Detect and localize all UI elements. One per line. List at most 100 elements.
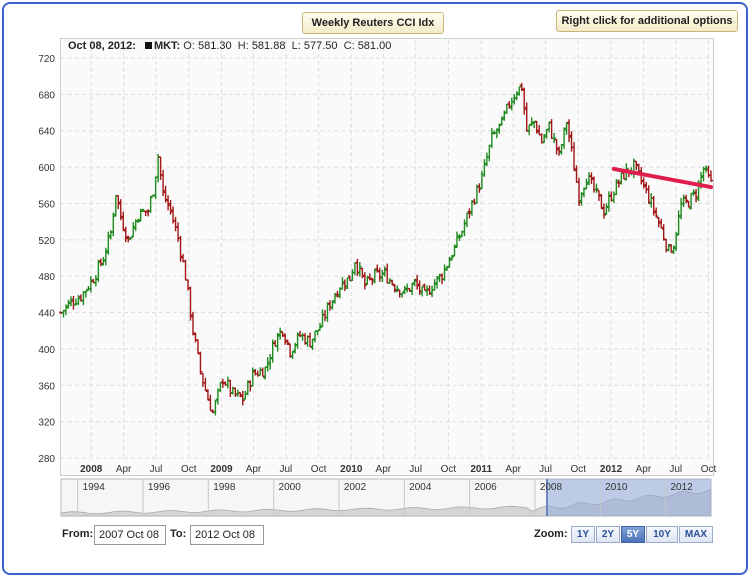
ohlc-bar	[63, 304, 68, 316]
ohlc-bar	[427, 285, 432, 295]
open-value: 581.30	[197, 40, 232, 52]
ohlc-bar	[123, 226, 128, 243]
x-tick-label: Jul	[669, 464, 682, 475]
ohlc-bar	[118, 199, 123, 221]
ohlc-bar	[676, 210, 681, 236]
ohlc-bar	[233, 387, 238, 397]
ohlc-bar	[594, 183, 599, 193]
ohlc-bar	[522, 87, 527, 115]
ohlc-bar	[98, 258, 103, 267]
ohlc-bar	[654, 207, 659, 218]
ohlc-bar	[325, 302, 330, 322]
chart-title-button[interactable]: Weekly Reuters CCI Idx	[302, 12, 444, 34]
ohlc-bar	[474, 184, 479, 204]
ohlc-bar	[534, 120, 539, 134]
ohlc-bar	[367, 273, 372, 281]
y-tick-label: 400	[38, 345, 55, 356]
ohlc-bar	[400, 292, 405, 298]
ohlc-bar	[195, 339, 200, 354]
ohlc-bar	[360, 267, 365, 279]
ohlc-bar	[577, 177, 582, 206]
ohlc-bar	[601, 203, 606, 219]
ohlc-bar	[445, 265, 450, 271]
ohlc-bar	[96, 259, 101, 283]
x-tick-label: 2010	[340, 464, 363, 475]
x-tick-label: Oct	[701, 464, 717, 475]
x-tick-label: Oct	[181, 464, 197, 475]
x-tick-label: Jul	[539, 464, 552, 475]
ohlc-bar	[572, 142, 577, 172]
zoom-10y-button[interactable]: 10Y	[646, 526, 678, 543]
zoom-2y-button[interactable]: 2Y	[596, 526, 620, 543]
ohlc-bar	[552, 132, 557, 144]
ohlc-bar	[449, 254, 454, 261]
x-tick-label: 2008	[80, 464, 103, 475]
ohlc-bar	[422, 283, 427, 291]
ohlc-bar	[567, 119, 572, 143]
ohlc-bar	[584, 178, 589, 190]
ohlc-bar	[616, 179, 621, 188]
ohlc-bar	[557, 146, 562, 156]
ohlc-bar	[362, 272, 367, 290]
ohlc-bar	[596, 189, 601, 201]
plot-area[interactable]	[60, 38, 714, 476]
x-tick-label: Oct	[571, 464, 587, 475]
ohlc-bar	[512, 93, 517, 105]
navigator-year-label: 1996	[148, 482, 171, 493]
close-value: 581.00	[357, 40, 392, 52]
ohlc-bar	[562, 127, 567, 149]
y-tick-label: 360	[38, 381, 55, 392]
ohlc-bar	[163, 185, 168, 203]
y-tick-label: 320	[38, 418, 55, 429]
ohlc-bar	[213, 399, 218, 416]
ohlc-bar	[659, 218, 664, 229]
ohlc-bar	[390, 279, 395, 286]
ohlc-bar	[308, 332, 313, 348]
ohlc-bar	[136, 218, 141, 223]
ohlc-bar	[704, 165, 709, 173]
ohlc-bar	[417, 280, 422, 295]
ohlc-bar	[694, 189, 699, 203]
to-label: To:	[170, 528, 187, 540]
ohlc-bar	[111, 212, 116, 237]
ohlc-bar	[151, 194, 156, 197]
ohlc-bar	[372, 268, 377, 284]
ohlc-bar	[205, 389, 210, 401]
ohlc-bar	[335, 290, 340, 298]
ohlc-bar	[121, 211, 126, 231]
navigator-year-label: 2004	[409, 482, 432, 493]
x-tick-label: Oct	[311, 464, 327, 475]
ohlc-bar	[666, 244, 671, 252]
ohlc-bar	[464, 212, 469, 228]
zoom-5y-button[interactable]: 5Y	[621, 526, 645, 543]
x-tick-label: Apr	[636, 464, 652, 475]
zoom-label: Zoom:	[534, 528, 568, 540]
ohlc-bar	[656, 217, 661, 228]
additional-options-button[interactable]: Right click for additional options	[556, 10, 738, 32]
ohlc-bar	[542, 133, 547, 144]
zoom-max-button[interactable]: MAX	[679, 526, 713, 543]
ohlc-bar	[514, 91, 519, 100]
ohlc-bar	[435, 276, 440, 289]
ohlc-bar	[457, 234, 462, 241]
ohlc-bar	[467, 208, 472, 219]
y-tick-label: 560	[38, 199, 55, 210]
ohlc-bar	[599, 194, 604, 210]
zoom-1y-button[interactable]: 1Y	[571, 526, 595, 543]
ohlc-bar	[377, 267, 382, 282]
ohlc-bar	[161, 169, 166, 196]
navigator-year-label: 1998	[213, 482, 236, 493]
ohlc-bar	[395, 285, 400, 293]
low-value: 577.50	[303, 40, 338, 52]
to-date-input[interactable]: 2012 Oct 08	[190, 525, 264, 545]
from-date-input[interactable]: 2007 Oct 08	[94, 525, 166, 545]
ohlc-bar	[208, 394, 213, 412]
ohlc-bar	[103, 247, 108, 266]
ohlc-bar	[636, 163, 641, 173]
ohlc-bar	[420, 286, 425, 297]
ohlc-bar	[547, 121, 552, 133]
ohlc-bar	[240, 390, 245, 406]
trend-line	[611, 166, 713, 190]
ohlc-bar	[646, 185, 651, 204]
